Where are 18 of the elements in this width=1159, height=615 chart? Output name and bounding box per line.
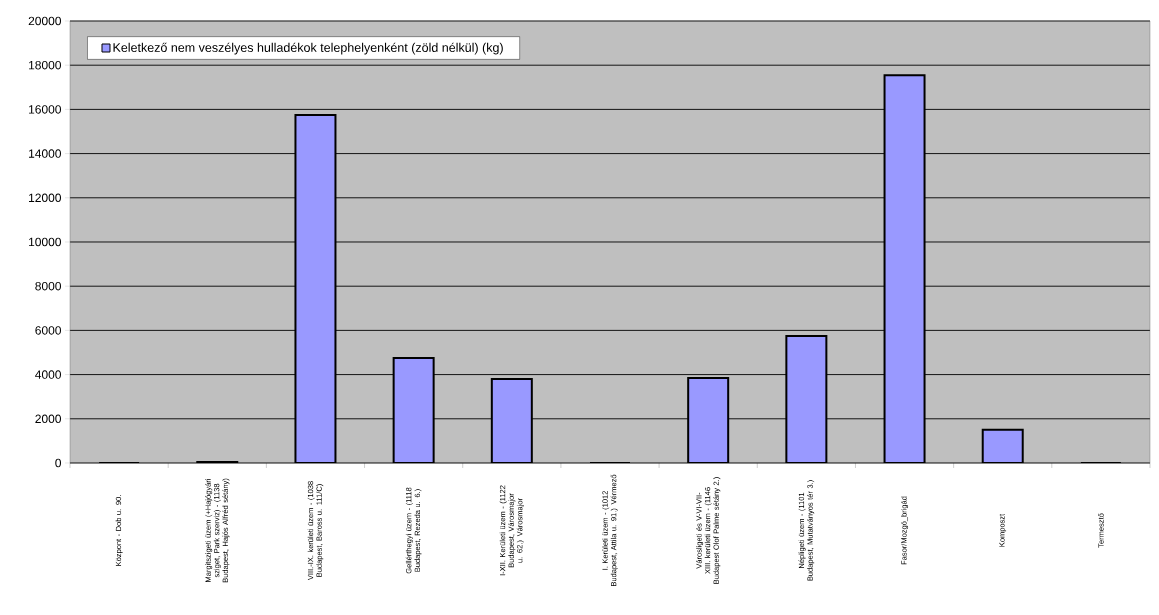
bar bbox=[490, 378, 533, 463]
bar bbox=[687, 376, 730, 463]
bar bbox=[392, 357, 435, 463]
y-tick-label: 2000 bbox=[35, 414, 62, 424]
y-tick-label: 10000 bbox=[29, 237, 62, 247]
bar bbox=[785, 334, 828, 463]
y-tick-label: 8000 bbox=[35, 281, 62, 291]
y-tick-label: 4000 bbox=[35, 370, 62, 379]
y-tick-label: 14000 bbox=[29, 149, 62, 158]
y-tick-label: 0 bbox=[55, 458, 62, 468]
legend-label: Keletkező nem veszélyes hulladékok telephelyenként (zöld nélkül) (kg) bbox=[113, 42, 503, 55]
y-tick-label: 16000 bbox=[29, 105, 62, 114]
y-tick-label: 6000 bbox=[35, 326, 62, 335]
bar bbox=[883, 74, 926, 463]
y-tick-label: 20000 bbox=[28, 16, 62, 26]
bar bbox=[294, 113, 337, 463]
y-tick-label: 18000 bbox=[29, 60, 62, 70]
y-tick-label: 12000 bbox=[29, 193, 62, 203]
